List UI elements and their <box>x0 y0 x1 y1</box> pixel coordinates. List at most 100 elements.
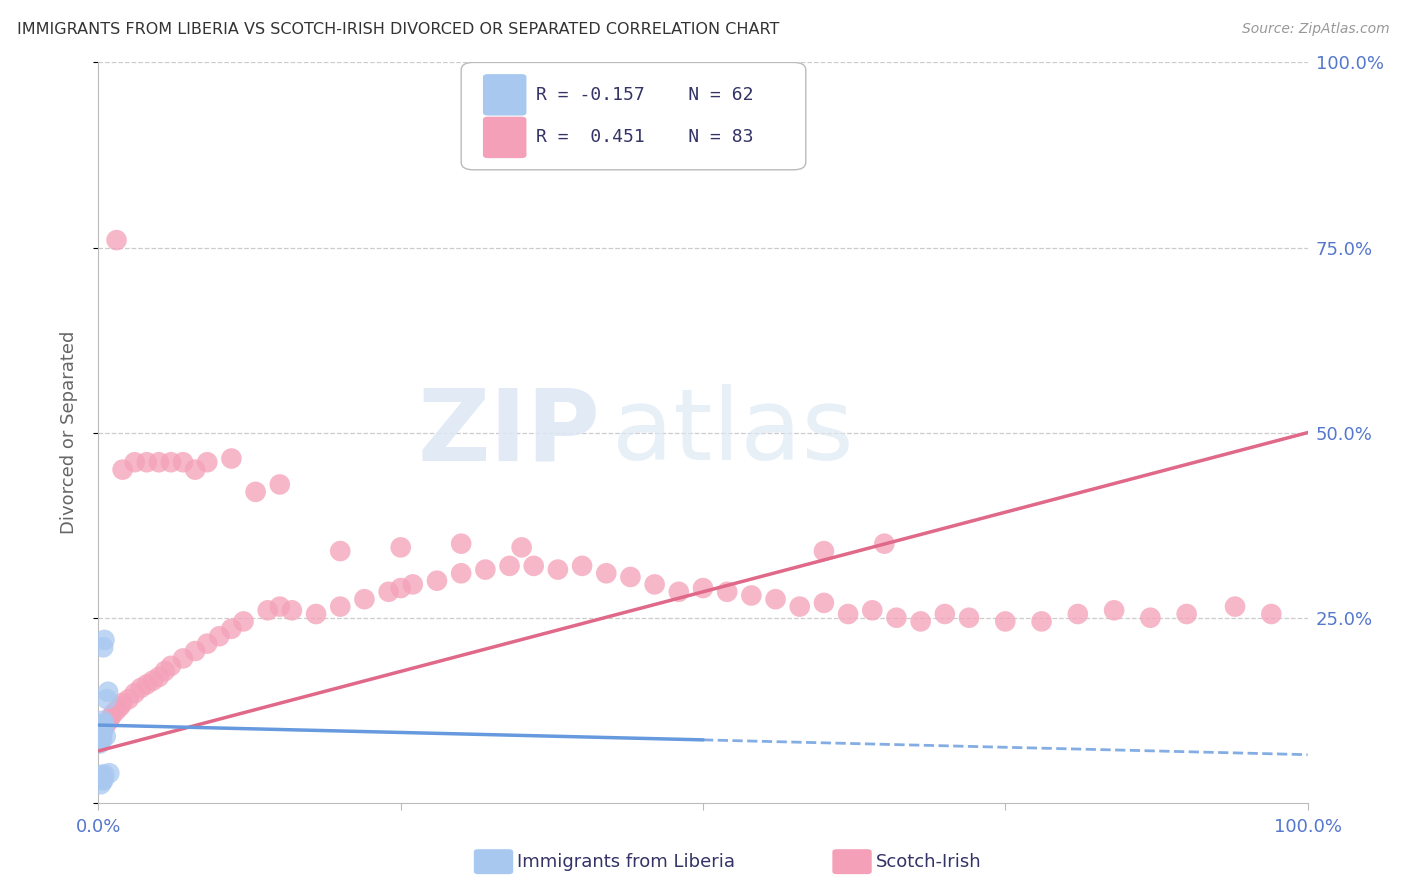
Point <box>208 629 231 643</box>
Point <box>256 603 278 617</box>
Point <box>91 720 114 734</box>
Point <box>90 722 112 736</box>
Point <box>90 728 112 742</box>
Point <box>89 727 111 741</box>
Point <box>90 729 112 743</box>
Point <box>105 233 128 247</box>
Point <box>90 724 112 739</box>
Point <box>474 563 496 577</box>
Point <box>1102 603 1125 617</box>
Text: atlas: atlas <box>613 384 853 481</box>
Point <box>160 455 183 469</box>
Point <box>523 558 546 573</box>
Point <box>93 718 115 732</box>
Point <box>269 599 291 614</box>
Point <box>329 544 352 558</box>
Point <box>184 644 207 658</box>
Point <box>90 731 112 746</box>
Point <box>91 767 114 781</box>
Point <box>90 729 112 743</box>
Point <box>813 544 835 558</box>
Point <box>91 728 114 742</box>
Point <box>89 732 111 747</box>
Point <box>221 451 243 466</box>
Point <box>89 737 111 751</box>
Point <box>118 692 141 706</box>
Text: R = -0.157    N = 62: R = -0.157 N = 62 <box>536 86 754 103</box>
Point <box>89 732 111 747</box>
Point <box>90 724 112 739</box>
Point <box>90 777 112 791</box>
Point <box>789 599 811 614</box>
Point <box>571 558 593 573</box>
Point <box>837 607 859 621</box>
Point <box>91 732 114 747</box>
Point <box>124 686 146 700</box>
Point <box>89 727 111 741</box>
Point <box>100 711 122 725</box>
Point <box>105 703 128 717</box>
Point <box>90 728 112 742</box>
Point <box>245 484 267 499</box>
Point <box>129 681 152 695</box>
Point <box>93 767 115 781</box>
Point <box>124 455 146 469</box>
Point <box>153 664 176 678</box>
Point <box>89 725 111 739</box>
Point <box>873 536 896 550</box>
Point <box>498 558 520 573</box>
Point <box>90 731 112 745</box>
Point <box>644 577 666 591</box>
Point <box>90 725 112 739</box>
Point <box>281 603 304 617</box>
Point <box>89 729 111 743</box>
Point <box>740 589 762 603</box>
Point <box>135 455 157 469</box>
Point <box>148 670 170 684</box>
Text: Immigrants from Liberia: Immigrants from Liberia <box>517 853 735 871</box>
Point <box>450 536 472 550</box>
Point <box>97 714 120 729</box>
Point <box>90 731 112 746</box>
Point <box>91 724 114 739</box>
Point <box>142 673 165 688</box>
Point <box>172 455 194 469</box>
Point <box>91 772 114 786</box>
Point <box>89 732 111 747</box>
Y-axis label: Divorced or Separated: Divorced or Separated <box>59 331 77 534</box>
Point <box>994 615 1017 629</box>
Text: IMMIGRANTS FROM LIBERIA VS SCOTCH-IRISH DIVORCED OR SEPARATED CORRELATION CHART: IMMIGRANTS FROM LIBERIA VS SCOTCH-IRISH … <box>17 22 779 37</box>
Point <box>101 706 124 721</box>
Point <box>765 592 787 607</box>
FancyBboxPatch shape <box>482 74 526 116</box>
Point <box>148 455 170 469</box>
Point <box>90 731 112 745</box>
Point <box>619 570 641 584</box>
Text: ZIP: ZIP <box>418 384 600 481</box>
Point <box>91 723 114 738</box>
Point <box>668 584 690 599</box>
Point <box>221 622 243 636</box>
Point <box>89 732 111 747</box>
Point <box>1067 607 1090 621</box>
Point <box>91 716 114 731</box>
Point <box>90 732 112 747</box>
Point <box>91 723 114 738</box>
Point <box>813 596 835 610</box>
Point <box>353 592 375 607</box>
Point <box>94 729 117 743</box>
Point <box>716 584 738 599</box>
Point <box>377 584 399 599</box>
Point <box>91 721 114 735</box>
Point <box>860 603 883 617</box>
Point <box>90 730 112 744</box>
Point <box>91 714 114 728</box>
Point <box>172 651 194 665</box>
Point <box>90 724 112 739</box>
Point <box>91 773 114 788</box>
Point <box>90 731 112 746</box>
Point <box>89 731 111 745</box>
Point <box>111 462 134 476</box>
Point <box>184 462 207 476</box>
Point <box>595 566 617 581</box>
